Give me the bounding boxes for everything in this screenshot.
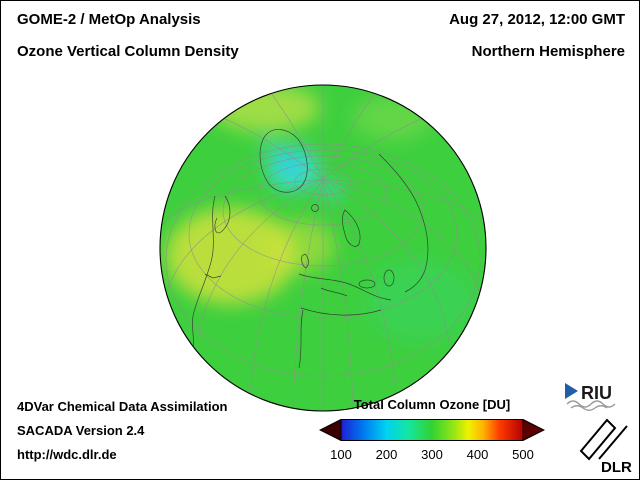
colorbar-arrow-left [319, 419, 342, 441]
ozone-high-patch [166, 208, 296, 304]
ozone-high-patch [210, 85, 320, 132]
tick-label: 400 [466, 447, 489, 462]
tick-label: 300 [421, 447, 443, 462]
version-text: SACADA Version 2.4 [17, 423, 145, 438]
colorbar-arrow-right [522, 419, 545, 441]
tick-label: 200 [375, 447, 398, 462]
quantity-title: Ozone Vertical Column Density [17, 43, 239, 60]
graticule-lines [160, 85, 486, 411]
ozone-low-patch [278, 154, 302, 172]
globe-outline [159, 84, 487, 412]
colorbar: Total Column Ozone [DU] [319, 397, 545, 469]
coastlines [192, 129, 429, 369]
riu-waves-icon [566, 400, 616, 411]
method-text: 4DVar Chemical Data Assimilation [17, 399, 228, 414]
ozone-field [166, 85, 476, 343]
riu-logo: RIU [565, 383, 616, 411]
colorbar-gradient-bar [340, 419, 524, 441]
url-text: http://wdc.dlr.de [17, 447, 117, 462]
region-text: Northern Hemisphere [471, 43, 625, 60]
tick-label: 500 [512, 447, 534, 462]
dlr-mark-icon [579, 418, 628, 461]
riu-text: RIU [581, 383, 612, 403]
dlr-logo: DLR [579, 418, 632, 475]
ozone-high-patch [267, 220, 335, 272]
tick-label: 100 [330, 447, 352, 462]
colorbar-title: Total Column Ozone [DU] [353, 397, 511, 412]
colorbar-scale [319, 419, 545, 441]
datetime-text: Aug 27, 2012, 12:00 GMT [449, 11, 625, 28]
ozone-mid-patch [366, 259, 476, 343]
dlr-text: DLR [601, 459, 632, 475]
ozone-low-patch [320, 182, 342, 198]
globe-map [159, 84, 487, 412]
product-title: GOME-2 / MetOp Analysis [17, 11, 201, 28]
riu-triangle-icon [565, 383, 578, 399]
